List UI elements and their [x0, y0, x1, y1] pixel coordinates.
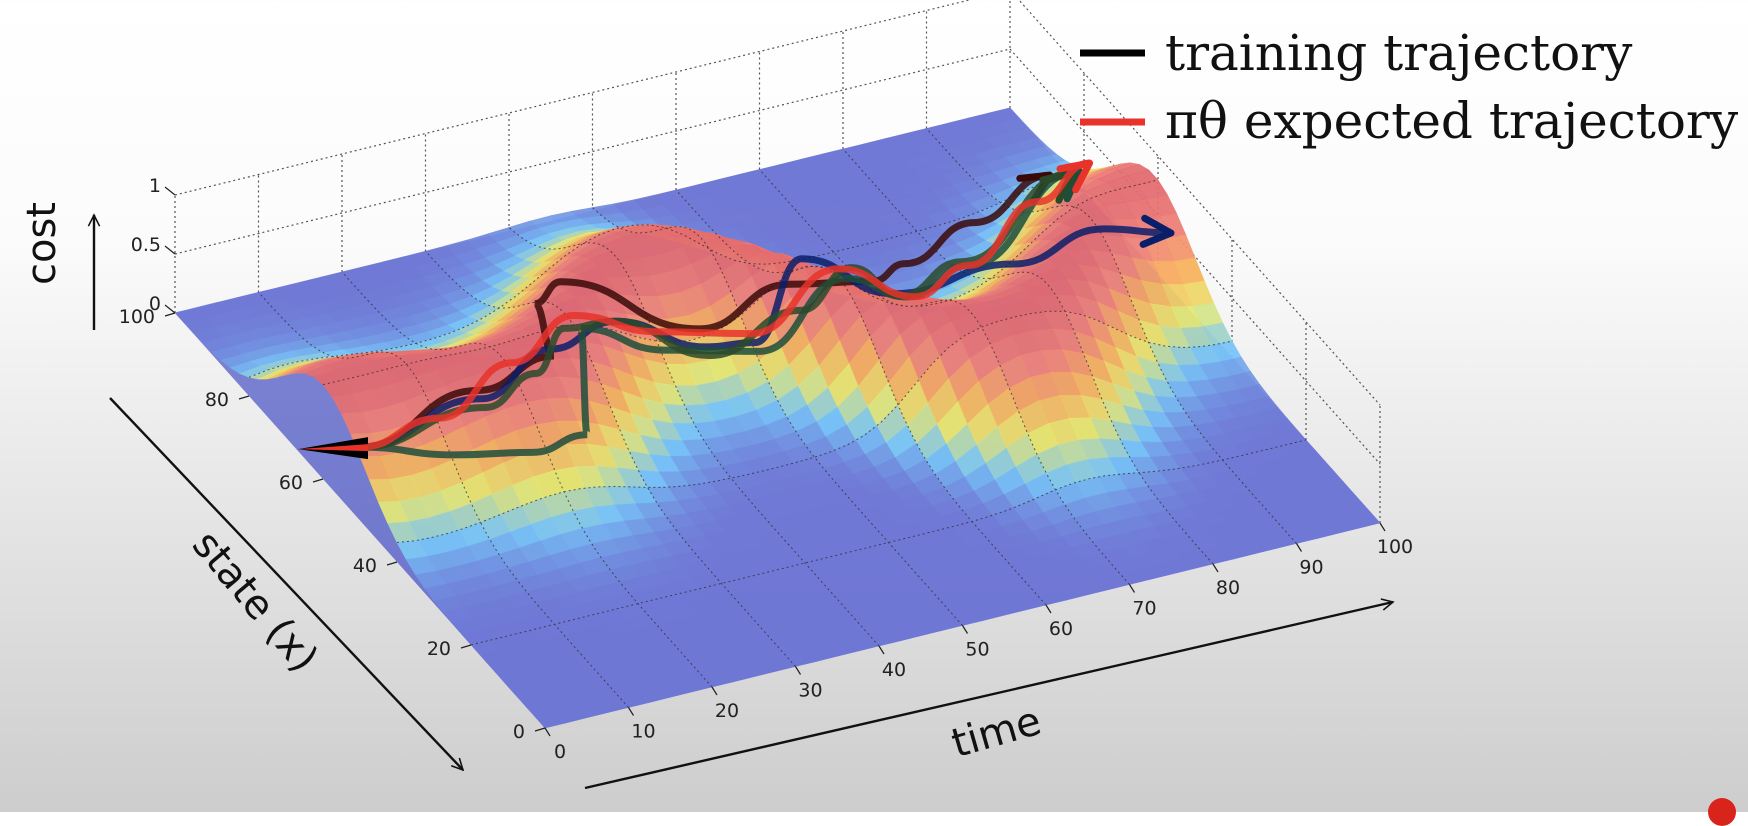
axes: [94, 215, 1393, 790]
legend: training trajectory πθ expected trajecto…: [1080, 24, 1739, 150]
y-tick-label: 0: [513, 721, 525, 743]
x-tick-label: 20: [715, 700, 739, 722]
x-tick-label: 70: [1132, 598, 1156, 620]
trajectory-2: [356, 214, 1175, 451]
record-indicator-icon: [1708, 798, 1736, 826]
legend-label-policy: πθ expected trajectory: [1165, 92, 1739, 150]
x-tick-label: 80: [1216, 577, 1240, 599]
surface-grid: [248, 128, 1307, 708]
plot-box-frame: [174, 0, 1381, 523]
x-tick-label: 50: [965, 639, 989, 661]
x-tick-label: 100: [1377, 536, 1413, 558]
x-axis-label: time: [947, 698, 1047, 767]
state-axis-arrow: [109, 397, 463, 770]
time-axis-arrow: [584, 602, 1393, 790]
z-tick-label: 1: [149, 175, 161, 197]
z-tick-label: 0: [149, 293, 161, 315]
x-tick-label: 60: [1049, 618, 1073, 640]
trajectory-arrowhead: [1139, 214, 1175, 248]
y-tick-label: 40: [353, 555, 377, 577]
x-tick-label: 30: [798, 680, 822, 702]
y-tick-label: 20: [427, 638, 451, 660]
x-tick-label: 40: [882, 659, 906, 681]
y-tick-label: 60: [279, 472, 303, 494]
z-axis-label: cost: [19, 202, 65, 285]
x-tick-label: 10: [631, 721, 655, 743]
legend-label-training: training trajectory: [1165, 24, 1633, 82]
x-tick-label: 90: [1299, 557, 1323, 579]
y-tick-label: 80: [205, 389, 229, 411]
x-tick-label: 0: [554, 741, 566, 763]
trajectory-5: [356, 159, 1093, 451]
y-axis-label: state (x): [183, 522, 327, 681]
cost-surface: [174, 107, 1381, 729]
z-tick-label: 0.5: [131, 234, 161, 256]
y-tick-label: 100: [119, 306, 155, 328]
trajectories: [298, 159, 1175, 460]
trajectory-arrowhead: [1056, 159, 1093, 194]
trajectory-start-marker-red: [298, 444, 368, 452]
